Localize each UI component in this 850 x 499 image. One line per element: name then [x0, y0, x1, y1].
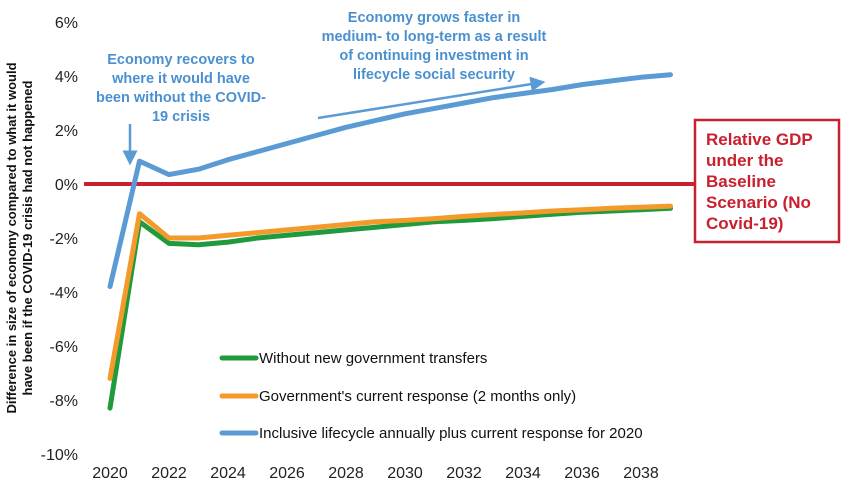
series-line-0	[107, 205, 673, 411]
y-tick-label: 4%	[55, 69, 78, 86]
baseline-label-line: Scenario (No	[706, 193, 811, 212]
x-tick-label: 2024	[210, 465, 246, 482]
legend-label: Government's current response (2 months …	[259, 388, 576, 405]
legend-label: Without new government transfers	[259, 350, 487, 367]
series-line-2	[107, 72, 673, 290]
series-lines	[107, 72, 673, 411]
y-tick-label: 2%	[55, 123, 78, 140]
baseline-label-line: Baseline	[706, 172, 776, 191]
series-line-1	[107, 203, 673, 381]
annotation-recovers-line: been without the COVID-	[96, 90, 266, 106]
baseline-label-box: Relative GDP under the Baseline Scenario (N…	[693, 118, 841, 244]
legend-label: Inclusive lifecycle annually plus curren…	[259, 425, 643, 442]
baseline-label-line: Covid-19)	[706, 214, 783, 233]
annotation-arrow-diagonal	[317, 76, 546, 120]
x-tick-label: 2034	[505, 465, 541, 482]
annotation-recovers-line: 19 crisis	[152, 109, 210, 125]
y-axis-title-line: have been if the COVID-19 crisis had not…	[20, 80, 35, 395]
y-tick-label: -8%	[50, 393, 78, 410]
annotation-grows-line: lifecycle social security	[353, 67, 515, 83]
y-axis-title-line: Difference in size of economy compared t…	[4, 62, 19, 413]
y-tick-label: 0%	[55, 177, 78, 194]
x-tick-label: 2028	[328, 465, 364, 482]
y-axis-label: Difference in size of economy compared t…	[4, 62, 35, 413]
x-tick-label: 2036	[564, 465, 600, 482]
annotations: Economy recovers to where it would have be…	[96, 10, 547, 166]
legend: Without new government transfers Governme…	[219, 350, 643, 442]
baseline-label-line: under the	[706, 151, 783, 170]
x-tick-label: 2032	[446, 465, 482, 482]
y-tick-label: -10%	[41, 447, 78, 464]
y-tick-label: -4%	[50, 285, 78, 302]
x-tick-label: 2020	[92, 465, 128, 482]
y-tick-label: -6%	[50, 339, 78, 356]
y-tick-label: -2%	[50, 231, 78, 248]
x-axis-ticks: 2020 2022 2024 2026 2028 2030 2032 2034 2036 2038	[92, 465, 659, 482]
y-axis-ticks: 6% 4% 2% 0% -2% -4% -6% -8% -10%	[41, 15, 78, 464]
annotation-grows-line: of continuing investment in	[339, 48, 528, 64]
baseline-label-line: Relative GDP	[706, 130, 813, 149]
baseline-label-frame	[693, 118, 841, 244]
x-tick-label: 2030	[387, 465, 423, 482]
x-tick-label: 2022	[151, 465, 187, 482]
x-tick-label: 2026	[269, 465, 305, 482]
annotation-recovers-line: Economy recovers to	[107, 52, 255, 68]
x-tick-label: 2038	[623, 465, 659, 482]
annotation-grows-line: Economy grows faster in	[348, 10, 520, 26]
annotation-grows-line: medium- to long-term as a result	[322, 29, 547, 45]
y-tick-label: 6%	[55, 15, 78, 32]
annotation-recovers-line: where it would have	[111, 71, 250, 87]
